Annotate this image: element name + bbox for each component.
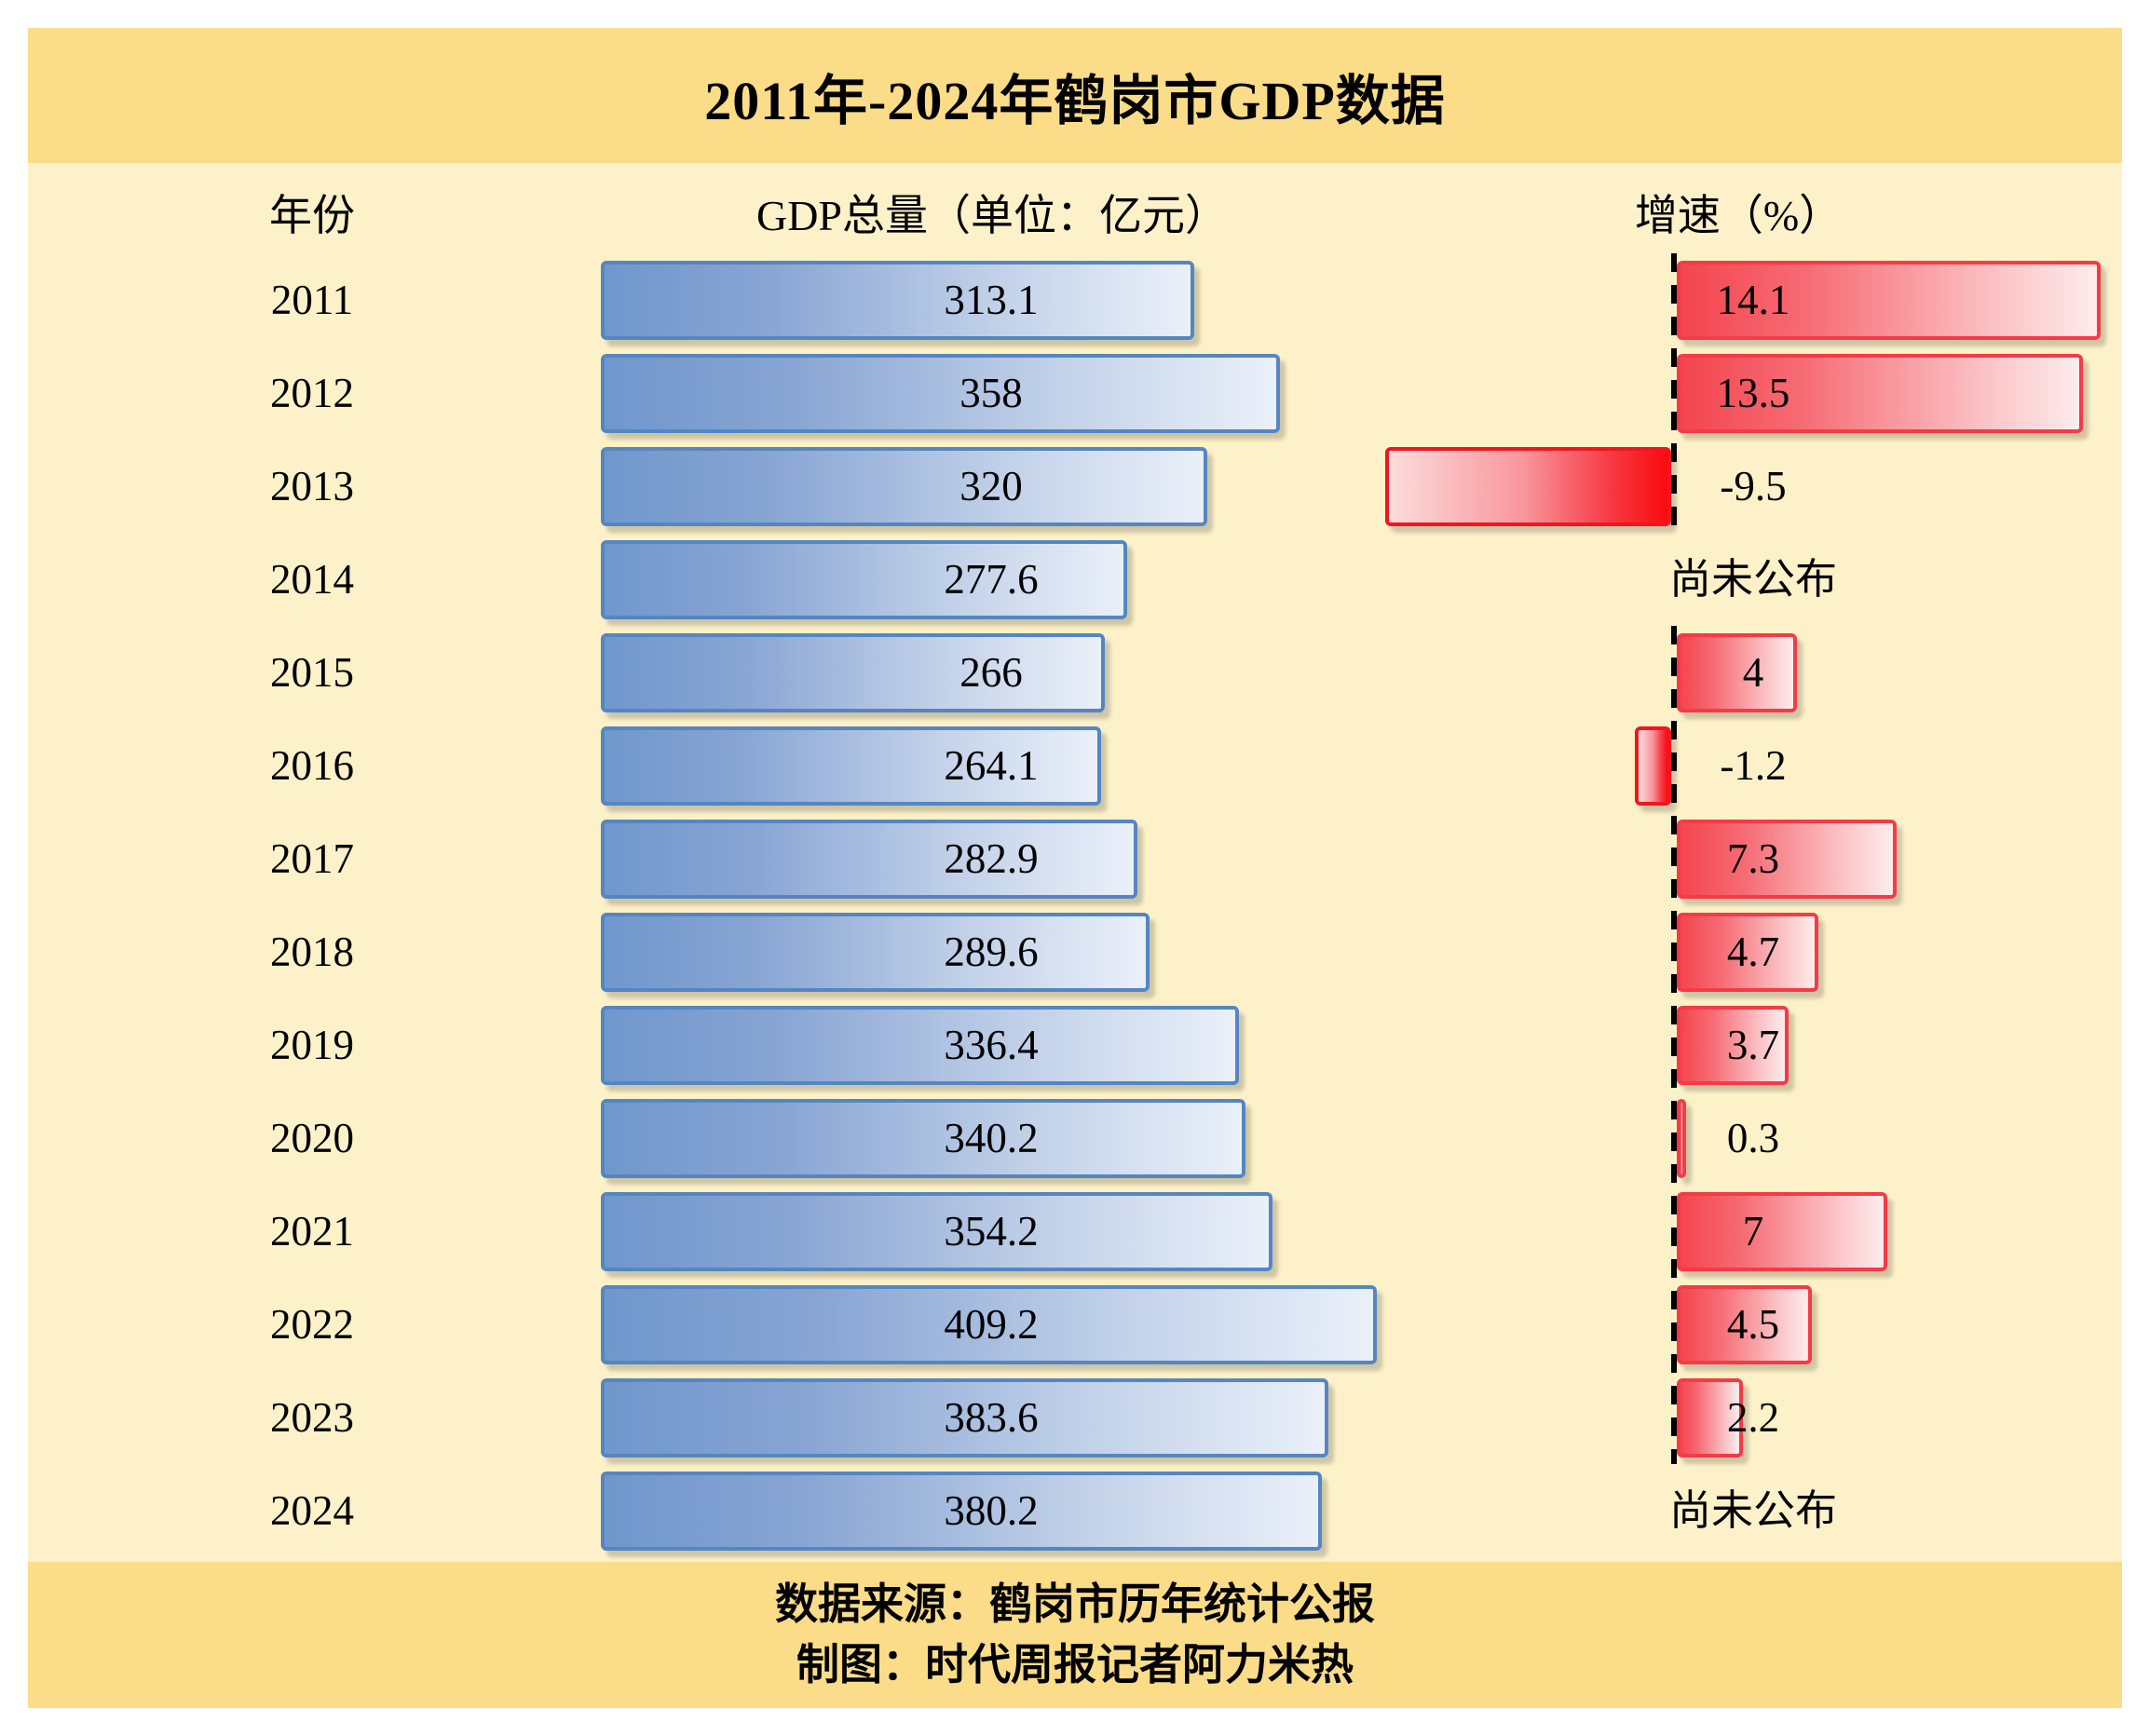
- growth-value-label: 4.7: [1726, 929, 1780, 975]
- gdp-bar: [601, 912, 1150, 992]
- gdp-bar: [601, 1098, 1245, 1178]
- gdp-bar: [601, 1377, 1328, 1458]
- table-row: 2013 320 -9.5: [28, 440, 2122, 533]
- gdp-value-label: 409.2: [944, 1301, 1039, 1348]
- growth-value-label: 3.7: [1726, 1022, 1780, 1068]
- year-label: 2011: [270, 277, 354, 323]
- growth-bar-positive: [1677, 1377, 1743, 1458]
- gdp-bar: [601, 1284, 1377, 1364]
- growth-value-label: -9.5: [1720, 463, 1787, 509]
- growth-value-label: 7.3: [1726, 835, 1780, 882]
- growth-value-label: 4: [1742, 649, 1764, 696]
- growth-bar-positive: [1677, 1191, 1887, 1271]
- growth-not-published-label: 尚未公布: [1668, 556, 1837, 603]
- table-row: 2020 340.2 0.3: [28, 1092, 2122, 1185]
- table-row: 2024 380.2 尚未公布: [28, 1464, 2122, 1557]
- footer-source: 数据来源：鹤岗市历年统计公报: [775, 1580, 1375, 1628]
- growth-value-label: 0.3: [1726, 1115, 1780, 1161]
- table-row: 2022 409.2 4.5: [28, 1278, 2122, 1371]
- footer-credit: 制图：时代周报记者阿力米热: [796, 1640, 1354, 1689]
- gdp-value-label: 340.2: [944, 1115, 1039, 1161]
- growth-bar-positive: [1677, 1284, 1812, 1364]
- growth-bar-positive: [1677, 1098, 1686, 1178]
- year-label: 2013: [270, 463, 354, 509]
- table-row: 2023 383.6 2.2: [28, 1371, 2122, 1464]
- gdp-bar: [601, 446, 1207, 526]
- table-row: 2015 266 4: [28, 626, 2122, 719]
- gdp-value-label: 354.2: [944, 1208, 1039, 1255]
- growth-not-published-label: 尚未公布: [1668, 1487, 1837, 1534]
- growth-value-label: -1.2: [1720, 742, 1787, 789]
- year-label: 2020: [270, 1115, 354, 1161]
- year-label: 2022: [270, 1301, 354, 1348]
- growth-value-label: 2.2: [1726, 1394, 1780, 1441]
- growth-zero-axis-dashed-line: [1671, 626, 1677, 1464]
- gdp-value-label: 380.2: [944, 1487, 1039, 1534]
- column-header-growth: 增速（%）: [1634, 192, 1843, 239]
- year-label: 2021: [270, 1208, 354, 1255]
- gdp-value-label: 266: [959, 649, 1023, 696]
- table-row: 2021 354.2 7: [28, 1185, 2122, 1278]
- growth-value-label: 13.5: [1716, 370, 1790, 416]
- growth-bar-positive: [1677, 260, 2101, 340]
- gdp-value-label: 277.6: [944, 556, 1039, 603]
- growth-bar-positive: [1677, 912, 1818, 992]
- gdp-value-label: 320: [959, 463, 1023, 509]
- year-label: 2016: [270, 742, 354, 789]
- year-label: 2012: [270, 370, 354, 416]
- table-row: 2018 289.6 4.7: [28, 905, 2122, 998]
- growth-value-label: 14.1: [1716, 277, 1790, 323]
- gdp-value-label: 264.1: [944, 742, 1039, 789]
- gdp-bar: [601, 1005, 1239, 1085]
- chart-rows: 2011 313.1 14.1 2012 358 13.5 2013 320 -9.5 2014 2…: [28, 253, 2122, 1557]
- year-label: 2024: [270, 1487, 354, 1534]
- table-row: 2016 264.1 -1.2: [28, 719, 2122, 812]
- gdp-bar: [601, 819, 1137, 899]
- year-label: 2023: [270, 1394, 354, 1441]
- column-header-gdp: GDP总量（单位：亿元）: [755, 192, 1229, 239]
- growth-bar-positive: [1677, 819, 1897, 899]
- gdp-value-label: 313.1: [944, 277, 1039, 323]
- year-label: 2019: [270, 1022, 354, 1068]
- gdp-bar: [601, 632, 1105, 712]
- year-label: 2014: [270, 556, 354, 603]
- growth-bar-negative: [1385, 446, 1671, 526]
- gdp-bar: [601, 539, 1127, 619]
- gdp-bar: [601, 260, 1194, 340]
- gdp-bar: [601, 1471, 1322, 1551]
- growth-bar-negative: [1635, 726, 1671, 806]
- column-header-year: 年份: [269, 192, 355, 239]
- gdp-bar: [601, 1191, 1272, 1271]
- gdp-value-label: 289.6: [944, 929, 1039, 975]
- table-row: 2011 313.1 14.1: [28, 253, 2122, 346]
- title-band: 2011年-2024年鹤岗市GDP数据: [28, 28, 2122, 163]
- growth-value-label: 4.5: [1726, 1301, 1780, 1348]
- table-row: 2012 358 13.5: [28, 346, 2122, 440]
- footer-band: 数据来源：鹤岗市历年统计公报 制图：时代周报记者阿力米热: [28, 1562, 2122, 1708]
- gdp-value-label: 336.4: [944, 1022, 1039, 1068]
- growth-zero-axis-dashed-line: [1671, 253, 1677, 533]
- growth-bar-positive: [1677, 1005, 1789, 1085]
- page-title: 2011年-2024年鹤岗市GDP数据: [704, 70, 1446, 131]
- gdp-bar: [601, 726, 1101, 806]
- year-label: 2015: [270, 649, 354, 696]
- table-row: 2019 336.4 3.7: [28, 998, 2122, 1092]
- gdp-value-label: 383.6: [944, 1394, 1039, 1441]
- gdp-value-label: 282.9: [944, 835, 1039, 882]
- year-label: 2018: [270, 929, 354, 975]
- gdp-bar: [601, 353, 1280, 433]
- year-label: 2017: [270, 835, 354, 882]
- gdp-value-label: 358: [959, 370, 1023, 416]
- growth-bar-positive: [1677, 632, 1797, 712]
- table-row: 2017 282.9 7.3: [28, 812, 2122, 905]
- table-row: 2014 277.6 尚未公布: [28, 533, 2122, 626]
- growth-value-label: 7: [1742, 1208, 1764, 1255]
- growth-bar-positive: [1677, 353, 2083, 433]
